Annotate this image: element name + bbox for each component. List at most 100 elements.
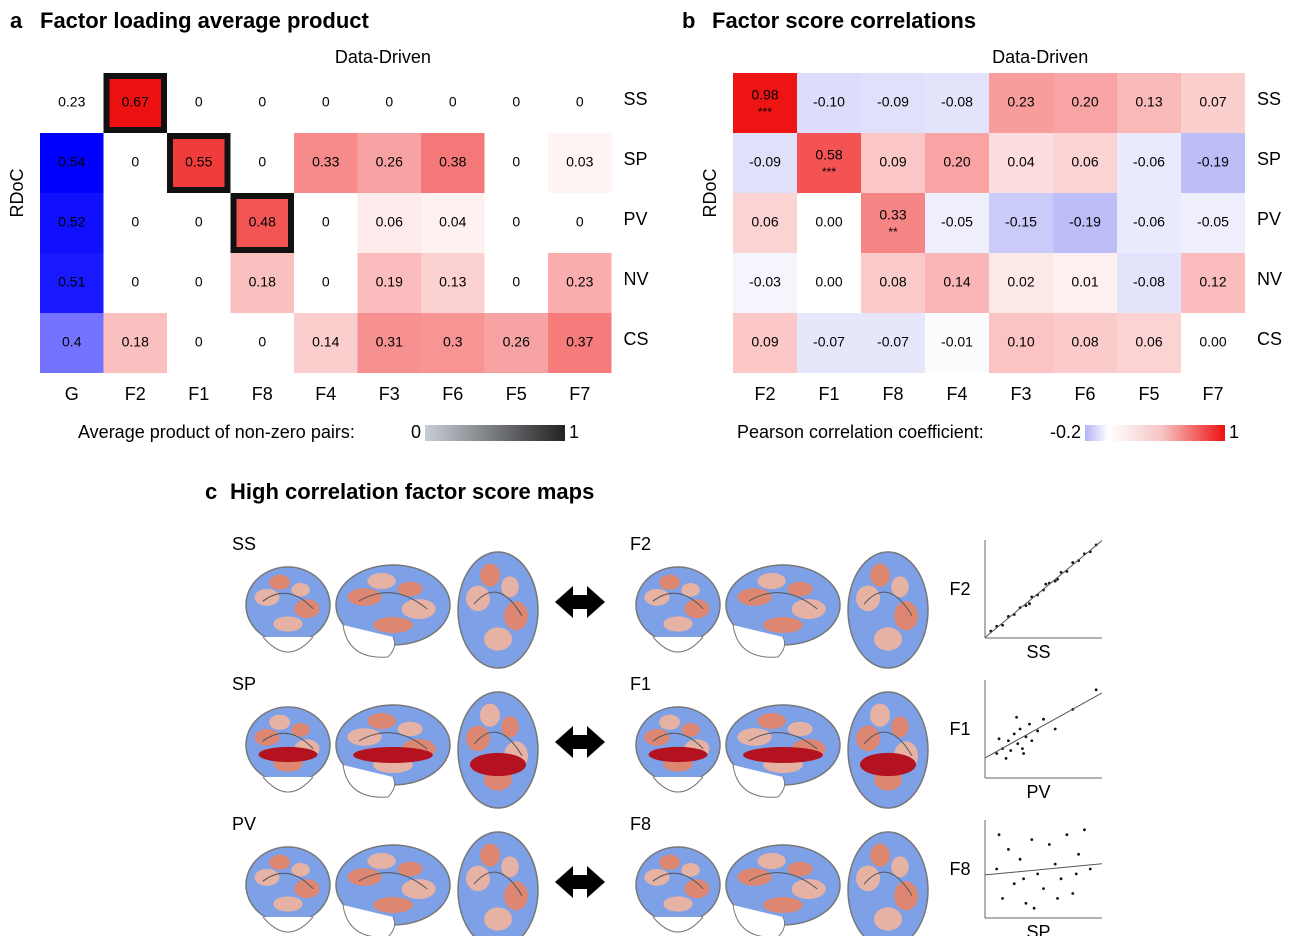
- column-label: F2: [754, 384, 775, 404]
- cell-label: 0: [512, 94, 520, 110]
- row-label: CS: [1257, 329, 1282, 349]
- cell-label: 0: [195, 334, 203, 350]
- cell-label: 0.37: [566, 334, 593, 350]
- activation-blob: [402, 599, 436, 619]
- activation-blob: [269, 715, 290, 730]
- activation-blob: [347, 588, 381, 606]
- cell-label: 0.31: [376, 334, 403, 350]
- cell-label: 0.51: [58, 274, 85, 290]
- activation-blob: [659, 575, 680, 590]
- cell-label: -0.05: [941, 214, 973, 230]
- activation-blob: [466, 866, 490, 892]
- cell-label: 0: [322, 94, 330, 110]
- column-label: F4: [315, 384, 336, 404]
- activation-blob: [254, 589, 279, 606]
- row-label: SP: [624, 149, 648, 169]
- column-label: F3: [379, 384, 400, 404]
- brain-map-set: [246, 692, 538, 808]
- cell-label: -0.15: [1005, 214, 1037, 230]
- cell-label: 0.4: [62, 334, 82, 350]
- cell-label: 0: [258, 334, 266, 350]
- cell-label: 0.23: [1007, 94, 1034, 110]
- cell-label: 0.04: [439, 214, 466, 230]
- cell-label: -0.08: [941, 94, 973, 110]
- panel-title: Factor score correlations: [712, 8, 976, 33]
- activation-blob: [757, 573, 786, 589]
- cell-label: 0.00: [815, 274, 842, 290]
- scatter-point: [1044, 583, 1047, 586]
- activation-blob: [681, 583, 699, 597]
- double-arrow: [555, 586, 605, 618]
- activation-blob: [788, 862, 813, 876]
- cell-label: -0.07: [813, 334, 845, 350]
- panel-letter: a: [10, 8, 23, 33]
- cell-label: 0.01: [1071, 274, 1098, 290]
- cell-label: 0.13: [1135, 94, 1162, 110]
- scatter-point: [995, 752, 998, 755]
- panel-letter: c: [205, 479, 217, 504]
- scatter-point: [1009, 749, 1012, 752]
- cell-label: 0.3: [443, 334, 463, 350]
- activation-blob: [659, 715, 680, 730]
- scatter-point: [1030, 739, 1033, 742]
- activation-blob: [466, 586, 490, 612]
- activation-blob: [737, 868, 771, 886]
- activation-blob: [788, 722, 813, 736]
- cell-label: -0.10: [813, 94, 845, 110]
- cell-label: 0.14: [943, 274, 970, 290]
- cell-label: 0: [322, 274, 330, 290]
- colorbar-tick-label: 1: [569, 422, 579, 442]
- scatter-point: [1028, 602, 1031, 605]
- scatter-point: [1022, 877, 1025, 880]
- cell-label: 0.20: [943, 154, 970, 170]
- column-label: F8: [882, 384, 903, 404]
- fit-line: [985, 541, 1102, 638]
- activation-blob: [757, 853, 786, 869]
- column-label: G: [65, 384, 79, 404]
- row-label: CS: [624, 329, 649, 349]
- x-axis-title: SP: [1026, 922, 1050, 936]
- cerebellum: [263, 637, 313, 652]
- activation-blob: [273, 896, 302, 911]
- activation-blob: [504, 881, 528, 910]
- map-label: PV: [232, 814, 256, 834]
- cell-label: 0: [449, 94, 457, 110]
- cell-label: 0.08: [1071, 334, 1098, 350]
- scatter-point: [1077, 853, 1080, 856]
- brain-view: [246, 707, 330, 792]
- activation-blob: [681, 723, 699, 737]
- activation-blob: [894, 881, 918, 910]
- activation-blob: [684, 599, 709, 618]
- strong-blob: [743, 747, 823, 763]
- activation-blob: [644, 589, 669, 606]
- brain-view: [458, 692, 538, 808]
- brain-view: [458, 832, 538, 936]
- cell-label: 0: [131, 214, 139, 230]
- activation-blob: [856, 586, 880, 612]
- row-label: PV: [1257, 209, 1281, 229]
- cell-label: -0.19: [1069, 214, 1101, 230]
- activation-blob: [891, 856, 909, 877]
- heat-cell: [861, 193, 925, 253]
- colorbar-tick-label: 1: [1229, 422, 1239, 442]
- y-axis-title: F2: [949, 579, 970, 599]
- fit-line: [985, 693, 1102, 758]
- brain-view: [336, 845, 450, 936]
- activation-blob: [367, 713, 396, 729]
- brain-view: [636, 567, 720, 652]
- cell-label: 0: [195, 214, 203, 230]
- scatter-point: [1007, 848, 1010, 851]
- cell-label: 0.26: [503, 334, 530, 350]
- column-label: F4: [946, 384, 967, 404]
- scatter-point: [1013, 882, 1016, 885]
- column-label: F6: [442, 384, 463, 404]
- column-label: F7: [1202, 384, 1223, 404]
- x-axis-title: PV: [1026, 782, 1050, 802]
- activation-blob: [466, 726, 490, 752]
- panel-title: High correlation factor score maps: [230, 479, 594, 504]
- brain-map-set: [246, 552, 538, 668]
- cell-label: 0.23: [58, 94, 85, 110]
- activation-blob: [737, 588, 771, 606]
- cell-label: 0: [512, 274, 520, 290]
- cell-label: -0.08: [1133, 274, 1165, 290]
